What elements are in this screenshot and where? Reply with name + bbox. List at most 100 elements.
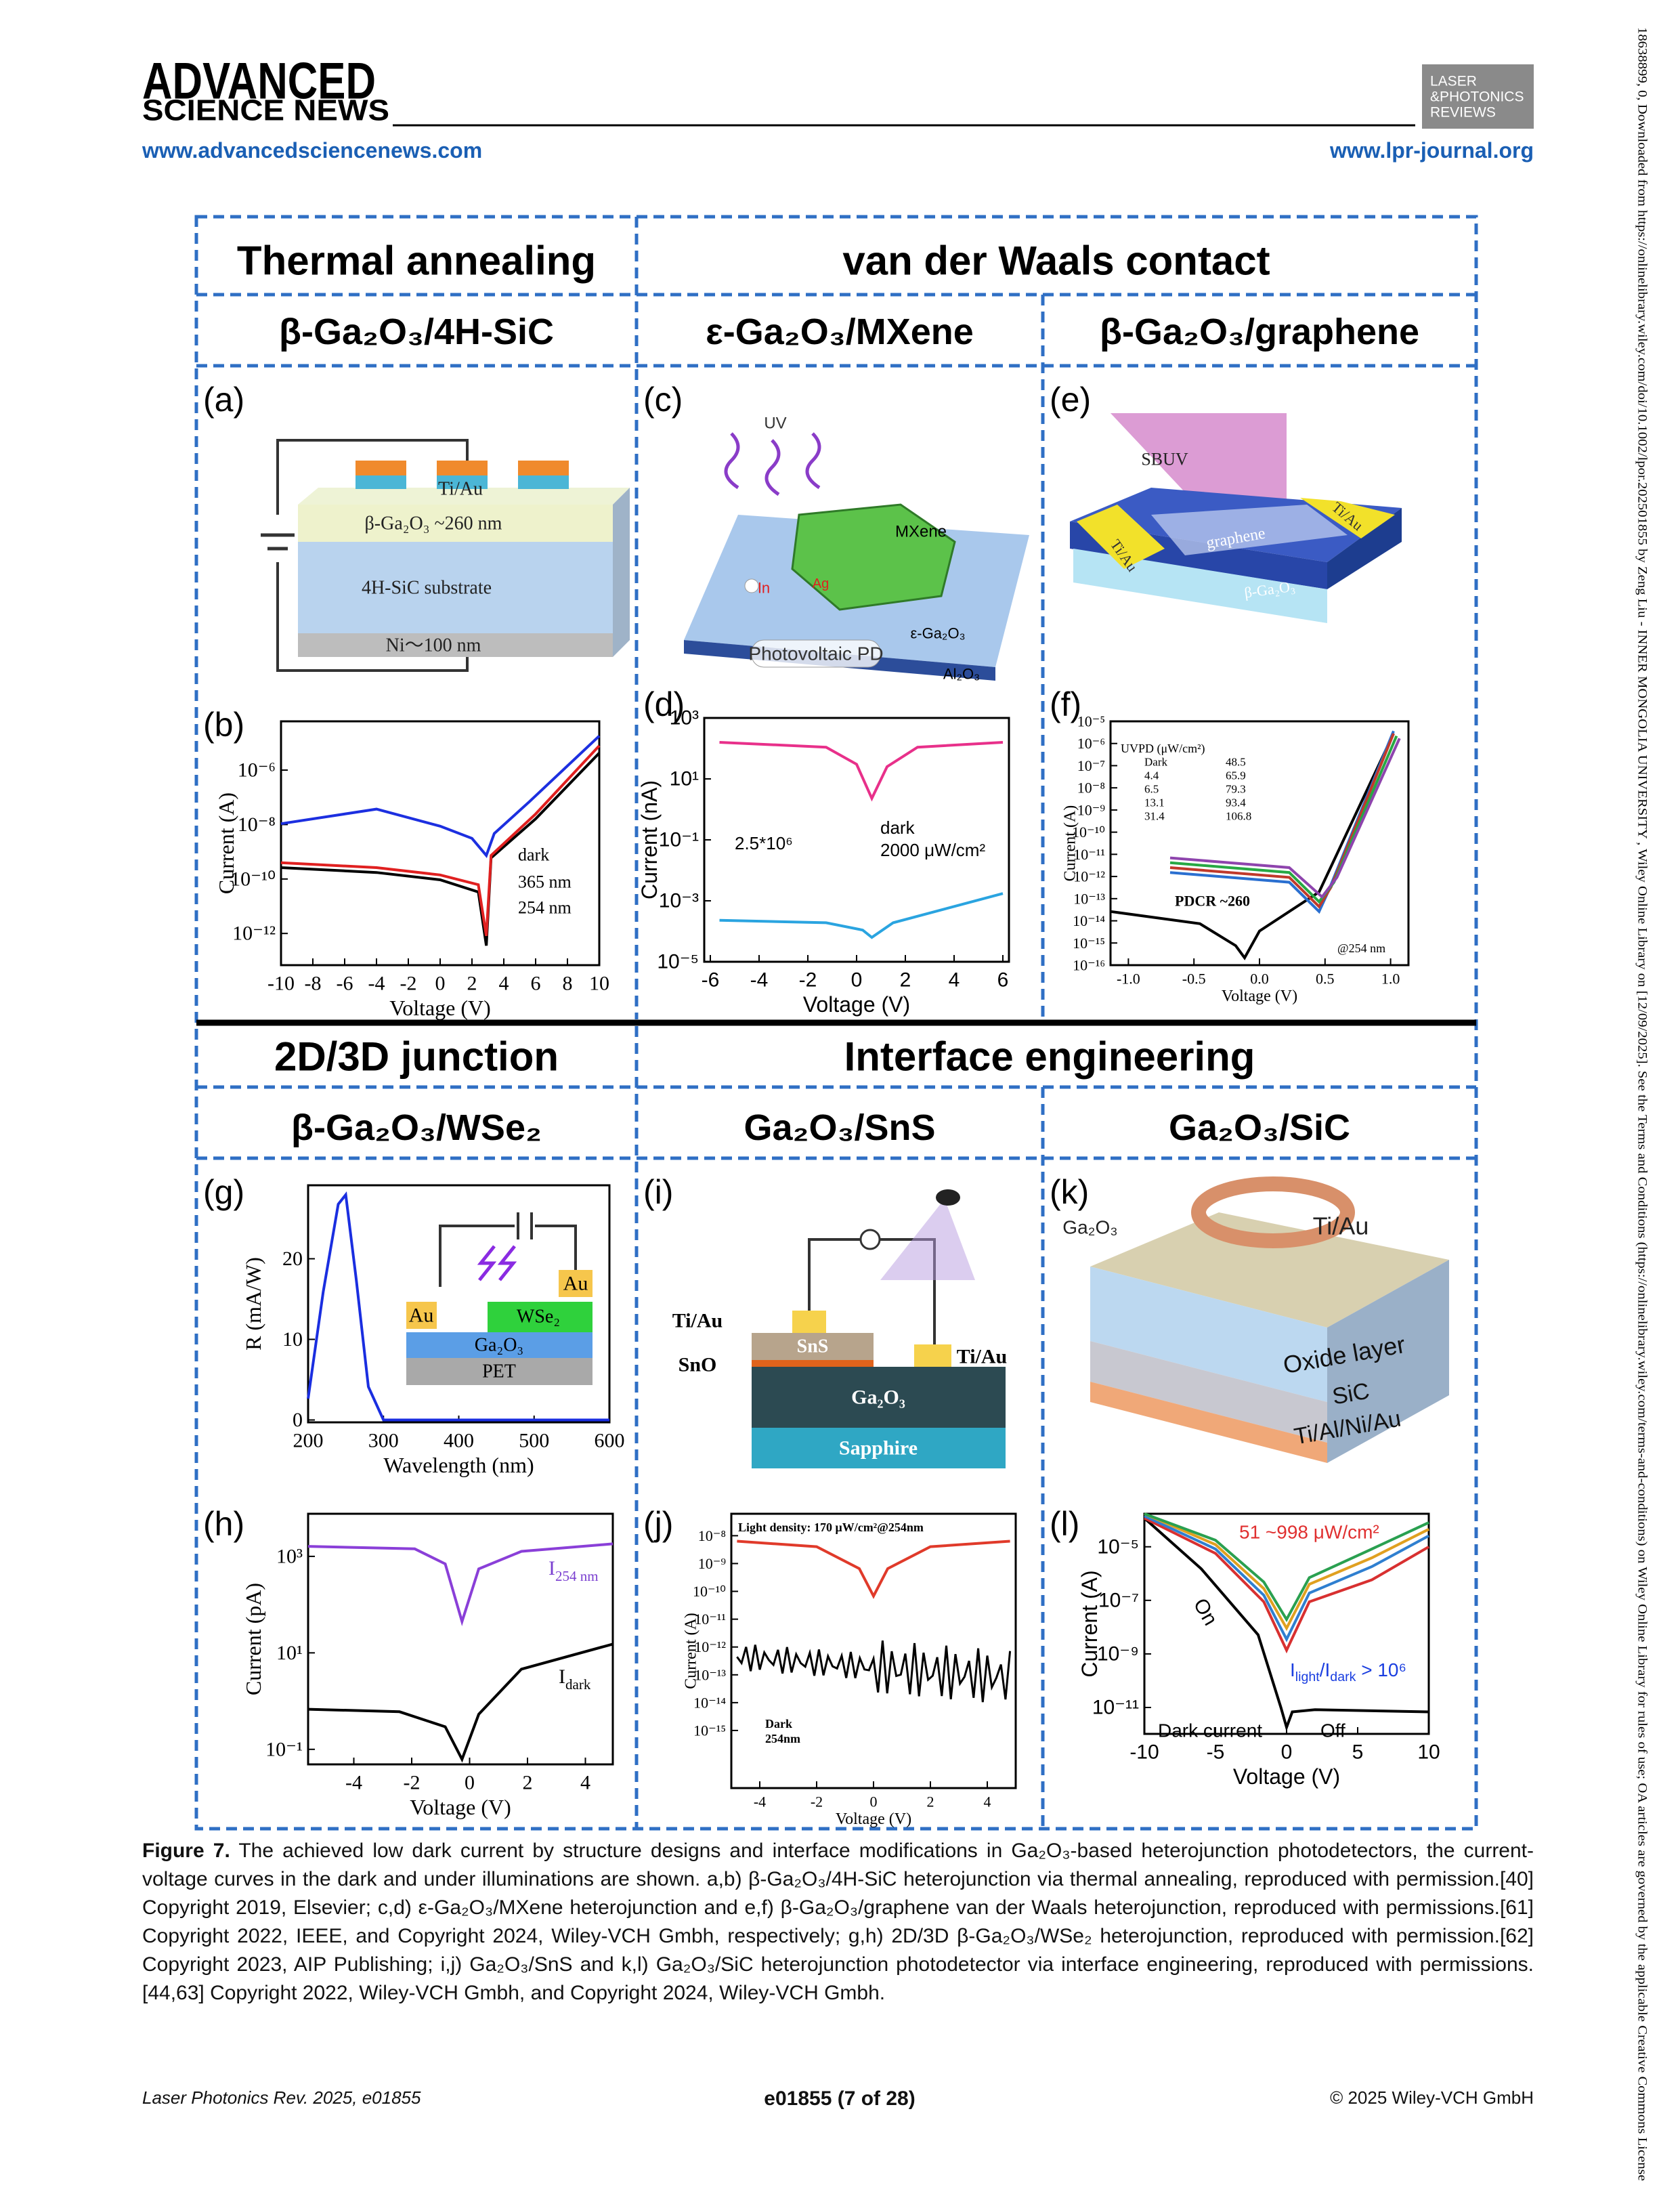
pet bbox=[406, 1358, 593, 1385]
y-tick-label: 10⁻⁵ bbox=[1077, 713, 1105, 730]
panel-label: 106.8 bbox=[1226, 810, 1251, 823]
wire bbox=[276, 439, 469, 672]
x-tick-label: 5 bbox=[1352, 1741, 1364, 1764]
x-tick-label: -10 bbox=[1129, 1741, 1159, 1764]
panel-label: Sapphire bbox=[839, 1437, 918, 1460]
panel-label: 31.4 bbox=[1144, 810, 1165, 823]
panel-label: Dark bbox=[765, 1717, 792, 1731]
y-tick-label: 10¹ bbox=[670, 768, 699, 790]
metal-layer bbox=[1090, 1382, 1327, 1463]
ga2o3-block bbox=[752, 1367, 1006, 1428]
y-tick-label: 10⁻⁸ bbox=[698, 1527, 726, 1544]
x-tick-label: -5 bbox=[1207, 1741, 1225, 1764]
y-tick-label: 10⁻¹³ bbox=[1073, 890, 1105, 907]
panel-label: 6.5 bbox=[1144, 783, 1159, 796]
lamp bbox=[936, 1189, 960, 1206]
panel-label: Ilight/Idark > 10⁶ bbox=[1290, 1659, 1406, 1685]
footer-left: Laser Photonics Rev. 2025, e01855 bbox=[142, 2087, 421, 2108]
x-tick-label: 500 bbox=[519, 1430, 549, 1452]
x-tick-label: -1.0 bbox=[1117, 970, 1140, 987]
curve bbox=[1110, 733, 1395, 960]
x-tick-label: -4 bbox=[754, 1793, 766, 1810]
slab-base bbox=[1073, 549, 1327, 623]
text-part: /I bbox=[1320, 1659, 1331, 1680]
section-title: 2D/3D junction bbox=[274, 1034, 559, 1080]
sic-layer bbox=[1090, 1341, 1327, 1443]
ga2o3 bbox=[406, 1332, 593, 1358]
curve bbox=[736, 1640, 1012, 1703]
y-tick-label: 10⁻¹⁰ bbox=[693, 1583, 726, 1600]
y-tick-label: 0 bbox=[293, 1409, 303, 1431]
x-tick-label: 0 bbox=[851, 969, 863, 992]
panel-subtitle: β-Ga₂O₃/WSe₂ bbox=[291, 1107, 542, 1148]
x-tick-label: 6 bbox=[531, 973, 541, 995]
panel-label: SBUV bbox=[1141, 450, 1188, 469]
x-tick-label: -4 bbox=[750, 969, 769, 992]
panel-label: Au bbox=[563, 1273, 588, 1295]
mxene-flakes bbox=[791, 503, 956, 611]
electrodes bbox=[356, 461, 569, 489]
y-tick-label: 10⁻¹⁵ bbox=[1073, 935, 1105, 952]
curve bbox=[280, 735, 601, 858]
text-part: I bbox=[548, 1557, 555, 1579]
panel-label: WSe₂ bbox=[517, 1307, 560, 1328]
sno-layer bbox=[752, 1360, 874, 1367]
x-tick-label: -2 bbox=[811, 1793, 823, 1810]
lattice-top bbox=[1090, 1212, 1449, 1328]
panel-label: Au bbox=[409, 1304, 434, 1327]
panel-label: Ag bbox=[813, 576, 829, 591]
panel-subtitle: Ga₂O₃/SnS bbox=[744, 1107, 935, 1148]
y-tick-label: 10⁻¹² bbox=[232, 922, 276, 945]
journal-logo-box bbox=[1422, 64, 1534, 129]
curve bbox=[1144, 1514, 1429, 1642]
panel-letter: (a) bbox=[203, 381, 244, 419]
panel-label: 48.5 bbox=[1226, 756, 1246, 769]
x-tick-label: 4 bbox=[580, 1772, 590, 1794]
y-tick-label: 10¹ bbox=[276, 1642, 303, 1664]
curve bbox=[307, 1542, 613, 1626]
panel-label: 4.4 bbox=[1144, 769, 1159, 782]
x-tick-label: -2 bbox=[400, 973, 417, 995]
panel-letter: (j) bbox=[643, 1505, 673, 1543]
y-tick-label: 10⁻⁹ bbox=[698, 1555, 727, 1572]
layer-top bbox=[298, 488, 630, 505]
y-tick-label: 10⁻¹ bbox=[659, 829, 699, 851]
text-part: > 10⁶ bbox=[1356, 1659, 1406, 1680]
panel-label: SnO bbox=[679, 1354, 717, 1376]
x-tick-label: 200 bbox=[293, 1430, 324, 1452]
y-tick-label: 10⁻¹⁴ bbox=[693, 1694, 726, 1711]
pad bbox=[1077, 505, 1165, 569]
panel-label: Ga₂O₃ bbox=[851, 1386, 905, 1409]
wse2 bbox=[488, 1302, 593, 1332]
oxide-layer bbox=[1090, 1267, 1327, 1402]
x-tick-label: 2 bbox=[927, 1793, 934, 1810]
y-tick-label: 10⁻⁹ bbox=[1077, 801, 1106, 818]
y-tick-label: 10⁻⁵ bbox=[1097, 1535, 1139, 1558]
y-tick-label: 10⁻⁷ bbox=[1077, 757, 1105, 774]
panel-label: 51 ~998 μW/cm² bbox=[1239, 1522, 1379, 1543]
panel-label: PET bbox=[482, 1361, 516, 1382]
panel-label: @254 nm bbox=[1337, 941, 1385, 955]
panel-label: dark bbox=[880, 818, 916, 838]
x-axis-label: Voltage (V) bbox=[1233, 1764, 1340, 1789]
footer-center: e01855 (7 of 28) bbox=[764, 2087, 916, 2110]
curve bbox=[307, 1191, 609, 1422]
curve bbox=[1169, 738, 1401, 899]
y-axis-label: Current (nA) bbox=[637, 780, 662, 899]
sic-layer bbox=[298, 542, 613, 633]
y-tick-label: 10⁻¹⁵ bbox=[693, 1722, 726, 1739]
x-tick-label: 300 bbox=[368, 1430, 399, 1452]
y-axis-label: Current (A) bbox=[214, 792, 238, 894]
plot-frame bbox=[730, 1512, 1017, 1789]
au-pad bbox=[559, 1270, 593, 1297]
wire bbox=[439, 1225, 577, 1287]
panel-letter: (g) bbox=[203, 1173, 244, 1211]
curve bbox=[737, 1540, 1010, 1599]
y-tick-label: 10⁻¹² bbox=[694, 1638, 726, 1655]
y-tick-label: 10⁻⁸ bbox=[1077, 780, 1105, 797]
y-tick-label: 10⁻¹¹ bbox=[694, 1611, 726, 1628]
sapphire-block bbox=[752, 1428, 1006, 1468]
slab-side bbox=[1327, 508, 1402, 589]
x-tick-label: -4 bbox=[368, 973, 385, 995]
